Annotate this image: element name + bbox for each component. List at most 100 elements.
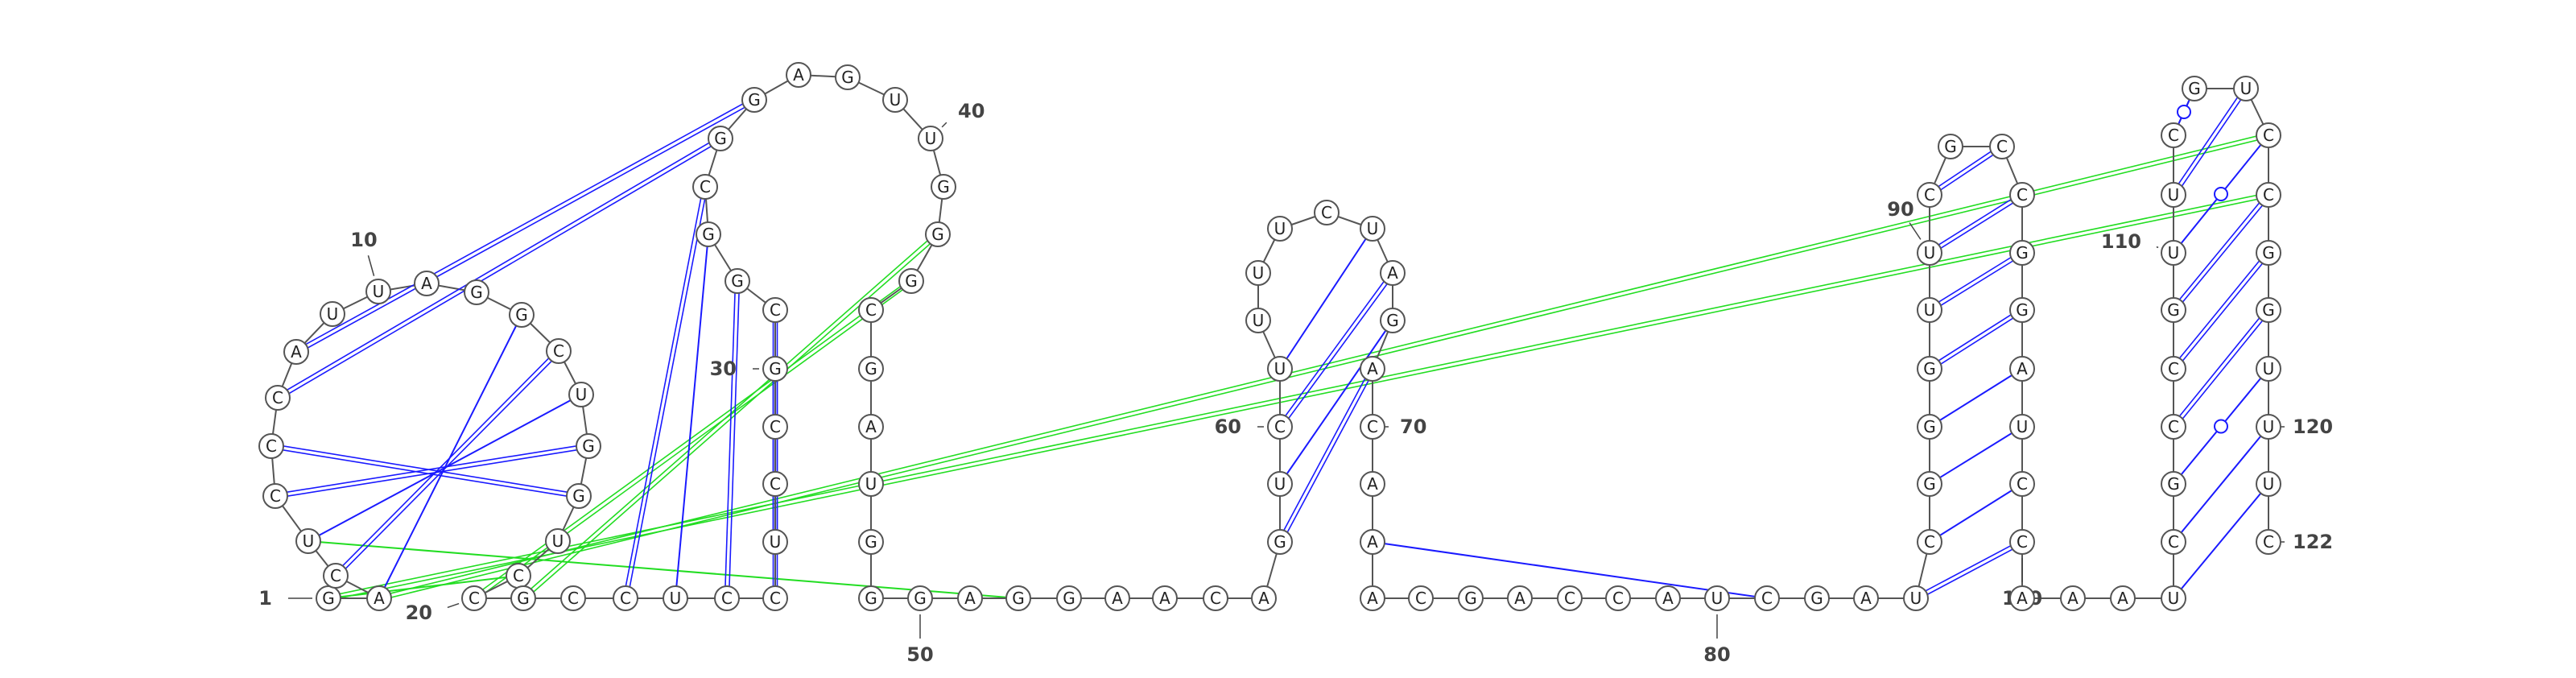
nucleotide: U <box>568 382 594 407</box>
nucleotide-base: C <box>2168 126 2179 145</box>
base-pair-line <box>675 234 709 599</box>
nucleotide-circle <box>931 174 956 200</box>
nucleotide-circle <box>835 64 861 90</box>
nucleotide-base: U <box>373 282 385 301</box>
nucleotide: U <box>2256 414 2281 440</box>
nucleotide-base: A <box>1514 589 1525 608</box>
nucleotide-circle <box>1360 471 1385 497</box>
nucleotide-circle <box>692 174 718 200</box>
position-label: 1 <box>258 587 272 610</box>
nucleotide-circle <box>1380 260 1406 286</box>
nucleotide: C <box>1360 414 1385 440</box>
nucleotide-base: C <box>1924 532 1935 552</box>
nucleotide-base: G <box>1810 589 1823 608</box>
position-label: 20 <box>406 602 432 624</box>
pseudoknot-line <box>524 235 940 601</box>
nucleotide: U <box>858 471 884 497</box>
nucleotide-base: C <box>1274 417 1286 436</box>
nucleotide-base: G <box>2167 474 2180 494</box>
nucleotide-base: A <box>1860 589 1872 608</box>
nucleotide-circle <box>414 271 440 296</box>
nucleotide: C <box>2161 356 2186 382</box>
nucleotide-base: A <box>421 274 432 293</box>
nucleotide: A <box>1251 585 1277 611</box>
nucleotide-circle <box>858 414 884 440</box>
nucleotide-base: U <box>1253 311 1265 330</box>
nucleotide-circle <box>546 338 572 364</box>
nucleotide: G <box>2256 297 2281 323</box>
nucleotide-circle <box>2161 529 2186 555</box>
nucleotide-base: G <box>322 589 335 608</box>
nucleotide: G <box>2009 240 2035 266</box>
nucleotide: G <box>741 87 767 113</box>
nucleotide: C <box>2161 529 2186 555</box>
nucleotide: A <box>2009 356 2035 382</box>
nucleotide: U <box>320 301 345 327</box>
nucleotide-base: U <box>2263 417 2275 436</box>
nucleotide: G <box>1804 585 1830 611</box>
nucleotide-circle <box>858 529 884 555</box>
nucleotide-base: U <box>576 385 588 404</box>
base-pair-line <box>1916 543 2024 601</box>
nucleotide-circle <box>1917 297 1942 323</box>
nucleotide-base: A <box>2117 589 2128 608</box>
nucleotide-base: C <box>513 566 524 585</box>
nucleotide-circle <box>2256 356 2281 382</box>
nucleotide-base: G <box>1063 589 1075 608</box>
nucleotide-base: C <box>1761 589 1773 608</box>
nucleotide-circle <box>696 221 721 247</box>
nucleotide: U <box>1704 585 1730 611</box>
base-pair-line <box>2174 254 2271 371</box>
nucleotide-base: G <box>1274 532 1286 552</box>
pseudoknot-line <box>308 540 1019 599</box>
nucleotide-circle <box>509 302 535 328</box>
nucleotide-base: A <box>1387 263 1398 283</box>
nucleotide-base: U <box>1274 219 1286 238</box>
nucleotide: U <box>1903 585 1929 611</box>
position-label-tick <box>1909 222 1922 240</box>
nucleotide: A <box>1104 585 1130 611</box>
backbone-lines <box>270 74 2269 599</box>
nucleotide-base: U <box>1924 243 1936 263</box>
nucleotide-circle <box>1267 529 1293 555</box>
nucleotide-base: G <box>1944 137 1957 156</box>
position-label: 10 <box>350 229 377 251</box>
nucleotide: C <box>2256 182 2281 208</box>
position-label-tick <box>2156 246 2159 249</box>
nucleotide-circle <box>762 297 788 323</box>
nucleotide-circle <box>566 483 592 509</box>
nucleotide: G <box>2161 471 2186 497</box>
nucleotide-base: C <box>330 566 341 585</box>
nucleotide-circle <box>265 385 291 411</box>
nucleotide: C <box>258 433 284 459</box>
position-label: 30 <box>710 358 737 380</box>
pseudoknot-line <box>328 575 519 599</box>
nucleotide-base: G <box>572 486 585 506</box>
nucleotide-base: C <box>568 589 579 608</box>
nucleotide: U <box>2009 414 2035 440</box>
nucleotide: C <box>262 483 288 509</box>
nucleotide-circle <box>1056 585 1082 611</box>
nucleotide-base: U <box>770 532 782 552</box>
nucleotide-base: U <box>865 474 877 494</box>
nucleotide: G <box>509 302 535 328</box>
nucleotide-base: C <box>1924 185 1935 205</box>
base-pair-line <box>622 186 704 598</box>
nucleotide-base: G <box>841 68 854 87</box>
nucleotide-base: G <box>470 283 483 302</box>
nucleotide-circle <box>2009 585 2035 611</box>
nucleotide: A <box>957 585 983 611</box>
nucleotide: U <box>1917 240 1942 266</box>
nucleotide: A <box>1360 356 1385 382</box>
base-pair-line <box>2173 483 2269 599</box>
nucleotide-circle <box>1245 308 1271 333</box>
nucleotide: A <box>786 62 811 88</box>
nucleotide: U <box>1245 308 1271 333</box>
nucleotide-base: A <box>2017 359 2028 378</box>
pseudoknot-line <box>328 192 2268 597</box>
nucleotide-base: U <box>1910 589 1922 608</box>
nucleotide-base: U <box>1253 263 1265 283</box>
nucleotide: U <box>2161 240 2186 266</box>
nucleotide-base: G <box>1012 589 1025 608</box>
nucleotide: A <box>1380 260 1406 286</box>
